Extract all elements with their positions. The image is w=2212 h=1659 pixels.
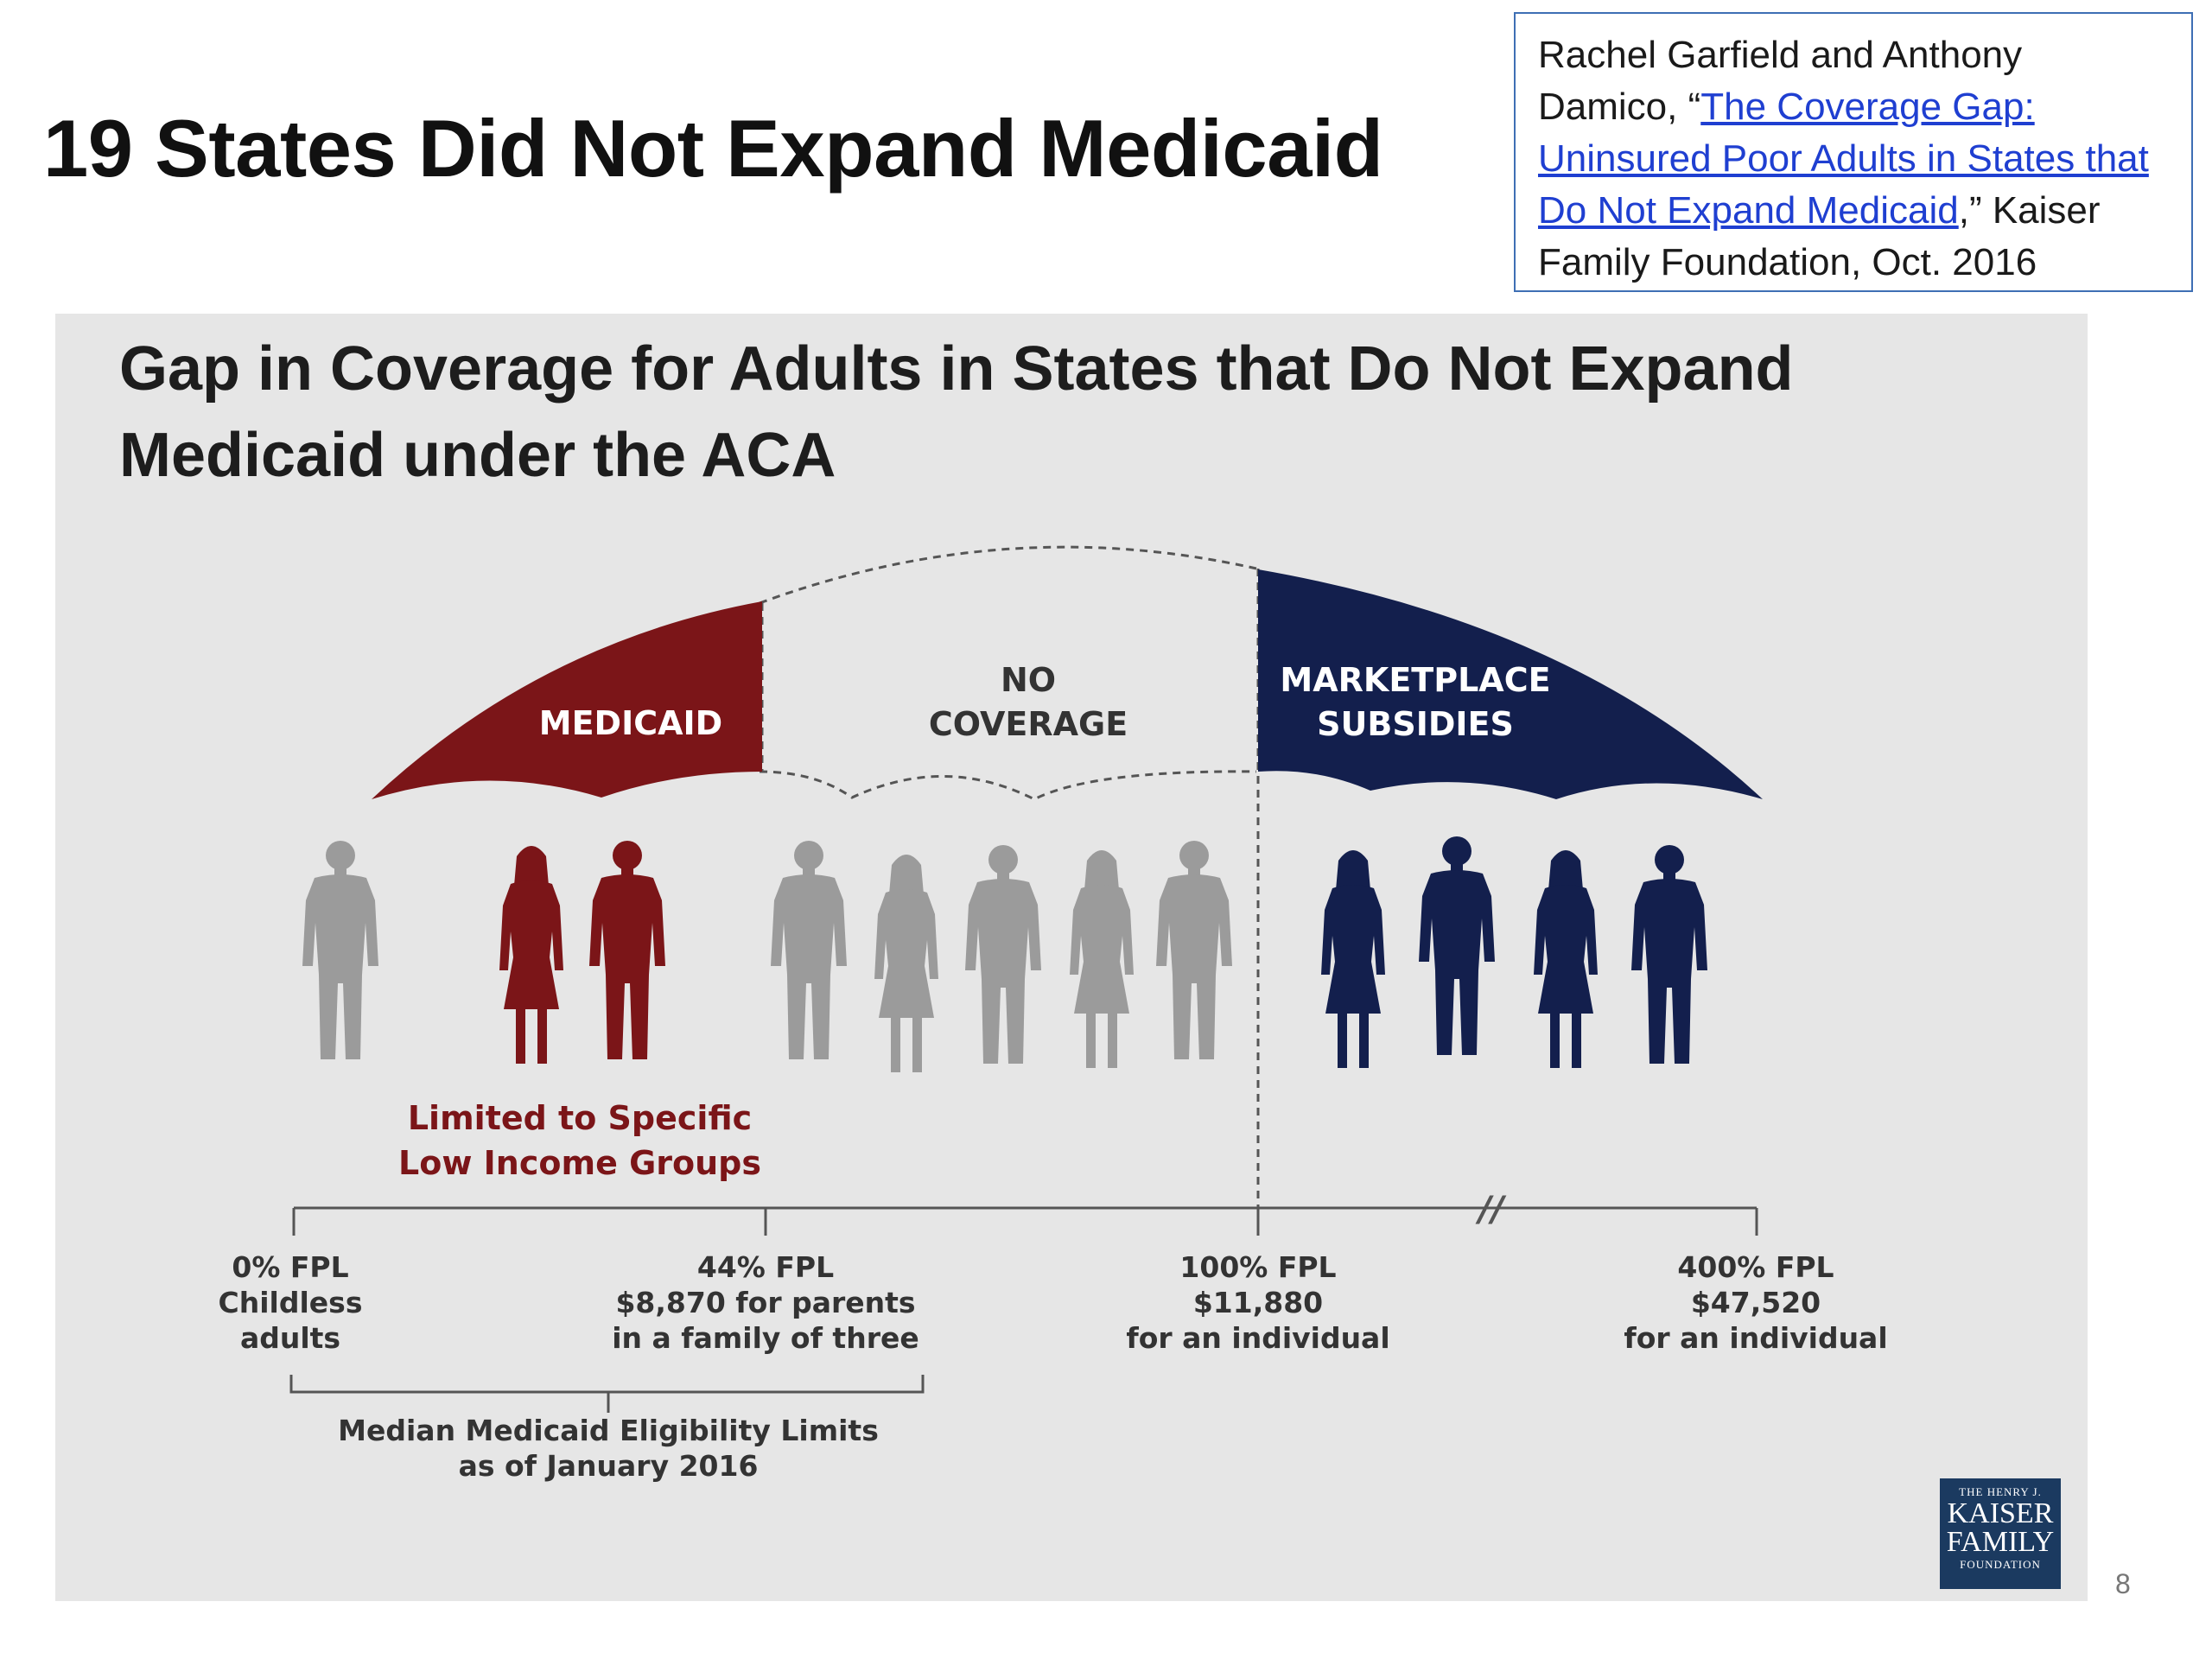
fpl-100-label-3: for an individual <box>1126 1321 1389 1355</box>
median-label-2: as of January 2016 <box>459 1449 759 1483</box>
person-silhouette-icon <box>1156 841 1232 1059</box>
fpl-400-label-3: for an individual <box>1624 1321 1887 1355</box>
person-silhouette-icon <box>874 855 938 1072</box>
person-silhouette-icon <box>1419 836 1495 1055</box>
fpl-0-label-3: adults <box>240 1321 340 1355</box>
fpl-0-label-1: 0% FPL <box>232 1250 348 1284</box>
fpl-44-label-3: in a family of three <box>612 1321 919 1355</box>
fpl-0-label-2: Childless <box>219 1286 363 1319</box>
medicaid-canopy <box>372 601 762 799</box>
citation-box: Rachel Garfield and Anthony Damico, “The… <box>1514 12 2193 292</box>
infographic-panel: Gap in Coverage for Adults in States tha… <box>55 314 2088 1601</box>
fpl-100-label-2: $11,880 <box>1193 1286 1323 1319</box>
limited-groups-label-2: Low Income Groups <box>398 1144 761 1182</box>
person-silhouette-icon <box>302 841 378 1059</box>
kaiser-family-foundation-logo: THE HENRY J. KAISER FAMILY FOUNDATION <box>1940 1478 2061 1589</box>
person-silhouette-icon <box>1631 845 1707 1064</box>
panel-title-line-2: Medicaid under the ACA <box>119 421 836 490</box>
logo-line-3: FAMILY <box>1946 1526 2055 1558</box>
page-number: 8 <box>2115 1568 2131 1599</box>
medicaid-label: MEDICAID <box>539 704 722 742</box>
fpl-100-label-1: 100% FPL <box>1179 1250 1336 1284</box>
median-bracket <box>289 1375 925 1413</box>
no-coverage-label-1: NO <box>1001 661 1056 699</box>
panel-title-line-1: Gap in Coverage for Adults in States tha… <box>119 334 1794 404</box>
fpl-44-label-2: $8,870 for parents <box>615 1286 915 1319</box>
coverage-gap-diagram: MEDICAID NO COVERAGE MARKETPLACE SUBSIDI… <box>219 545 1888 1483</box>
marketplace-label-1: MARKETPLACE <box>1280 661 1550 699</box>
person-silhouette-icon <box>1070 850 1134 1068</box>
slide-title: 19 States Did Not Expand Medicaid <box>43 103 1383 194</box>
logo-line-2: KAISER <box>1947 1497 2054 1529</box>
umbrella-top-dashed <box>759 545 1257 605</box>
citation-authors: Rachel Garfield and Anthony Damico, “ <box>1538 34 2023 128</box>
fpl-400-label-2: $47,520 <box>1691 1286 1821 1319</box>
logo-line-4: FOUNDATION <box>1960 1558 2041 1571</box>
panel-title: Gap in Coverage for Adults in States tha… <box>119 326 1794 499</box>
fpl-400-label-1: 400% FPL <box>1677 1250 1834 1284</box>
marketplace-label-2: SUBSIDIES <box>1317 705 1514 743</box>
limited-groups-label-1: Limited to Specific <box>408 1099 752 1137</box>
citation-source: ,” Kaiser Family Foundation, Oct. 2016 <box>1538 189 2101 283</box>
person-silhouette-icon <box>1534 850 1598 1068</box>
axis-break-mark: // <box>1475 1190 1507 1230</box>
person-silhouette-icon <box>499 846 563 1064</box>
person-silhouette-icon <box>771 841 847 1059</box>
logo-line-1: THE HENRY J. <box>1959 1485 2042 1498</box>
umbrella-scallop-dashed <box>759 770 1257 801</box>
person-silhouette-icon <box>965 845 1041 1064</box>
marketplace-canopy <box>1258 569 1763 799</box>
no-coverage-label-2: COVERAGE <box>929 705 1128 743</box>
citation-link[interactable]: The Coverage Gap: Uninsured Poor Adults … <box>1538 86 2149 232</box>
median-label-1: Median Medicaid Eligibility Limits <box>338 1414 879 1447</box>
person-silhouette-icon <box>1321 850 1385 1068</box>
person-silhouette-icon <box>589 841 665 1059</box>
fpl-44-label-1: 44% FPL <box>697 1250 834 1284</box>
